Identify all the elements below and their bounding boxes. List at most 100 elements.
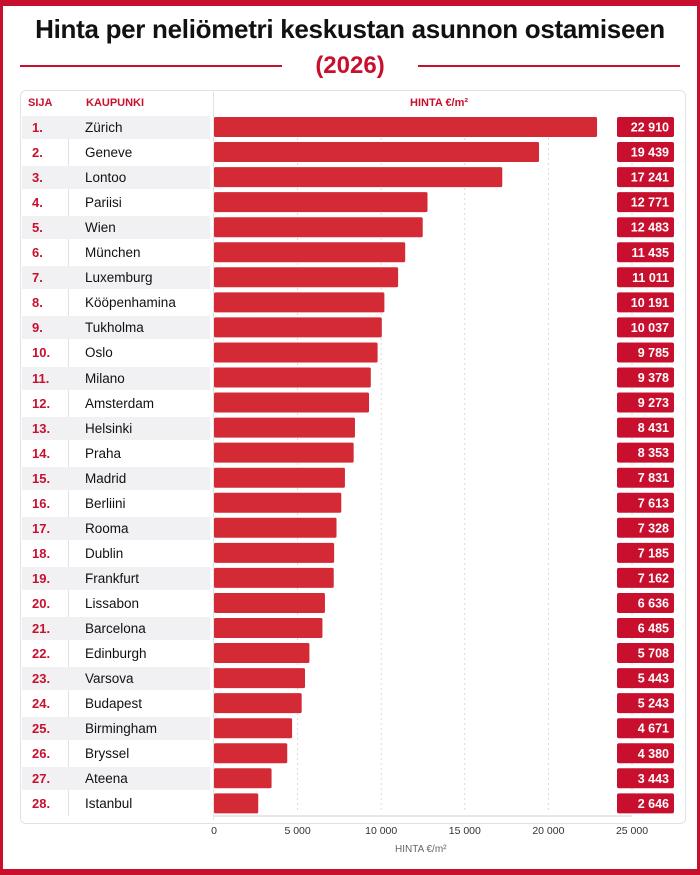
bar	[214, 117, 598, 137]
table-row: 23. Varsova	[22, 667, 210, 691]
rank-label: 25.	[32, 721, 51, 737]
value-label: 12 483	[631, 221, 669, 235]
rank-label: 24.	[32, 696, 51, 712]
value-label: 8 431	[638, 421, 669, 435]
rank-label: 8.	[32, 295, 43, 311]
bar	[214, 192, 428, 213]
value-label-box	[617, 292, 674, 313]
city-label: Istanbul	[85, 796, 133, 812]
value-label: 11 011	[632, 271, 669, 285]
table-row: 25. Birmingham	[22, 717, 210, 741]
value-label: 7 185	[638, 546, 669, 560]
bar	[214, 743, 288, 764]
table-row: 27. Ateena	[22, 767, 210, 791]
value-label-box	[617, 618, 674, 638]
bar	[214, 693, 302, 714]
value-label-box	[617, 167, 674, 188]
value-label-box	[617, 793, 674, 814]
bar	[214, 517, 337, 538]
city-label: Dublin	[85, 545, 124, 561]
bar	[214, 142, 540, 163]
table-row: 10. Oslo	[22, 341, 210, 364]
table-row: 15. Madrid	[22, 466, 210, 490]
rank-label: 12.	[32, 395, 51, 411]
header-rank: SIJA	[28, 97, 53, 109]
value-label: 5 443	[638, 672, 669, 686]
value-label-box	[617, 768, 674, 789]
column-divider-city	[213, 92, 214, 820]
rank-label: 26.	[32, 746, 51, 762]
city-label: Rooma	[85, 520, 129, 536]
bottom-border	[0, 869, 700, 875]
table-row: 11. Milano	[22, 366, 210, 390]
bar	[214, 442, 354, 463]
table-row: 24. Budapest	[22, 692, 210, 715]
value-label: 9 378	[638, 371, 669, 385]
rank-label: 13.	[32, 420, 51, 436]
column-divider-rank	[68, 116, 69, 816]
city-label: Birmingham	[85, 721, 158, 737]
city-label: Amsterdam	[85, 395, 155, 411]
rank-label: 21.	[32, 621, 51, 636]
chart-subtitle: (2026)	[315, 52, 385, 79]
rank-label: 4.	[32, 195, 43, 211]
value-label: 4 380	[638, 747, 669, 761]
rank-label: 5.	[32, 220, 43, 236]
value-label: 2 646	[638, 797, 669, 811]
table-row: 20. Lissabon	[22, 592, 210, 615]
city-label: Praha	[85, 445, 122, 461]
x-tick-label: 25 000	[616, 825, 648, 837]
city-label: Varsova	[85, 671, 134, 687]
value-label-box	[617, 643, 674, 664]
city-label: Luxemburg	[85, 270, 153, 286]
value-label-box	[617, 417, 674, 438]
bar	[214, 492, 342, 513]
value-label-box	[617, 517, 674, 538]
city-label: Budapest	[85, 696, 143, 712]
city-label: München	[85, 245, 141, 261]
city-label: Barcelona	[85, 621, 146, 636]
subtitle-rule-right	[418, 65, 680, 67]
bar	[214, 718, 293, 739]
bar	[214, 668, 306, 689]
city-label: Berliini	[85, 495, 126, 511]
city-label: Frankfurt	[85, 570, 140, 586]
value-label-box	[617, 743, 674, 764]
subtitle-rule-left	[20, 65, 282, 67]
city-label: Tukholma	[85, 320, 144, 336]
bar	[214, 467, 345, 488]
value-label-box	[617, 693, 674, 714]
value-label: 10 191	[631, 296, 669, 310]
bar	[214, 267, 399, 288]
table-row: 21. Barcelona	[22, 617, 210, 640]
value-label: 9 785	[638, 346, 669, 360]
city-label: Ateena	[85, 771, 128, 787]
value-label: 5 243	[638, 697, 669, 711]
table-row: 6. München	[22, 241, 210, 264]
rank-label: 16.	[32, 495, 51, 511]
value-label-box	[617, 317, 674, 338]
bar	[214, 292, 385, 313]
city-label: Wien	[85, 220, 116, 236]
rank-label: 17.	[32, 520, 51, 536]
rank-label: 10.	[32, 345, 51, 361]
table-row: 26. Bryssel	[22, 742, 210, 765]
value-label-box	[617, 367, 674, 388]
rank-label: 7.	[32, 270, 43, 286]
bar	[214, 618, 323, 638]
table-row: 8. Kööpenhamina	[22, 291, 210, 314]
rank-label: 9.	[32, 320, 43, 336]
city-label: Zürich	[85, 120, 123, 135]
table-row: 5. Wien	[22, 216, 210, 240]
rank-label: 28.	[32, 796, 51, 812]
city-label: Lissabon	[85, 595, 140, 611]
x-axis-title: HINTA €/m²	[395, 844, 447, 855]
table-row: 4. Pariisi	[22, 191, 210, 214]
x-tick-label: 0	[211, 825, 217, 837]
x-tick-label: 5 000	[284, 825, 310, 837]
value-label: 5 708	[638, 647, 669, 661]
x-tick-label: 10 000	[365, 825, 397, 837]
rank-label: 14.	[32, 445, 51, 461]
value-label: 19 439	[631, 146, 669, 160]
